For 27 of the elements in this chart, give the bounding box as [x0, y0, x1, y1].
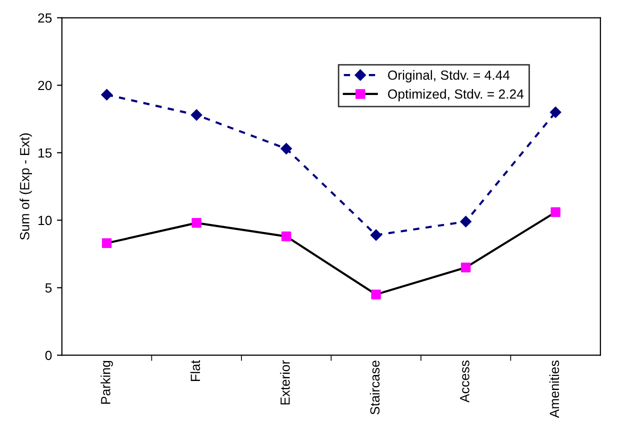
point: [370, 229, 382, 241]
point: [460, 216, 472, 228]
point: [192, 218, 202, 228]
y-tick-label: 5: [45, 283, 52, 293]
point: [102, 238, 112, 248]
point: [550, 106, 562, 118]
x-tick-label: Access: [460, 360, 470, 403]
y-tick-label: 0: [45, 350, 52, 360]
point: [371, 290, 381, 300]
legend-label: Original, Stdv. = 4.44: [388, 70, 510, 82]
point: [280, 143, 292, 154]
x-tick-label: Amenities: [549, 360, 560, 418]
x-tick-label: Staircase: [370, 360, 380, 414]
legend-label: Optimized, Stdv. = 2.24: [388, 89, 524, 102]
point: [460, 262, 471, 272]
y-tick-label: 10: [38, 216, 52, 226]
point: [550, 207, 560, 217]
x-tick-label: Exterior: [280, 360, 290, 404]
y-axis-title: Sum of (Exp - Ext): [20, 133, 32, 240]
y-tick-label: 20: [38, 80, 52, 90]
point: [190, 109, 202, 121]
x-tick-label: Parking: [100, 360, 113, 404]
point: [101, 89, 112, 100]
y-tick-label: 15: [38, 148, 52, 158]
point: [281, 232, 292, 242]
y-tick-label: 25: [38, 13, 52, 23]
x-tick-label: Flat: [190, 360, 200, 381]
